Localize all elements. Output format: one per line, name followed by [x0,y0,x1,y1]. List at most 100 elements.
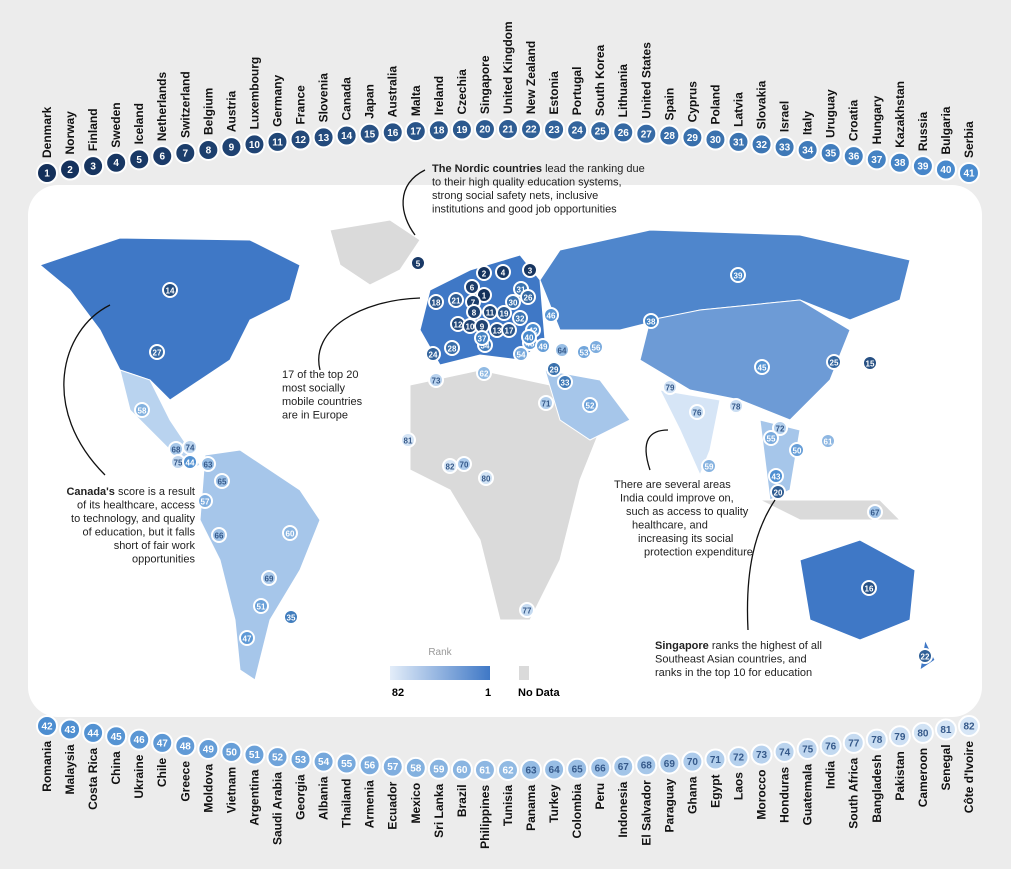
rank-badge [220,740,243,763]
annotation-bold: Canada's [66,486,114,498]
rank-number: 60 [286,530,295,539]
arrow [402,169,426,236]
rank-number: 59 [705,463,714,472]
rank-number: 71 [542,400,551,409]
rank-number: 39 [734,272,743,281]
country-name: Luxembourg [247,57,261,130]
rank-number: 42 [41,722,53,733]
country-name: Egypt [708,774,722,807]
country-name: Romania [40,741,54,792]
rank-badge [358,754,381,777]
rank-number: 18 [432,299,441,308]
rank-badge [312,126,335,149]
rank-badge [643,313,659,329]
rank-number: 33 [779,143,791,154]
rank-badge [82,155,105,178]
rank-number: 1 [482,292,487,301]
rank-number: 3 [528,267,533,276]
annotation-line: There are several areas [614,479,731,491]
rank-number: 45 [111,732,123,743]
country-name: Georgia [294,774,308,820]
legend-high: 1 [485,687,491,699]
country-name: Kazakhstan [893,81,907,148]
country-name: Austria [224,90,238,132]
rank-badge [473,118,496,141]
rank-number: 65 [218,478,227,487]
annotation-line: India could improve on, [620,493,734,505]
rank-number: 51 [249,750,261,761]
rank-number: 70 [687,757,699,768]
africa [409,369,601,621]
annotation-text: 17 of the top 20 [282,369,358,381]
rank-number: 64 [549,765,561,776]
rank-number: 25 [595,127,607,138]
arrow [63,304,111,476]
rank-number: 28 [664,131,676,142]
rank-number: 12 [295,135,307,146]
rank-badge [538,395,554,411]
rank-badge [934,718,957,741]
rank-number: 29 [687,133,699,144]
rank-number: 16 [387,128,399,139]
rank-badge [476,287,492,303]
country-name: Morocco [755,770,769,820]
rank-number: 9 [480,323,485,332]
rank-number: 22 [921,653,930,662]
arrow [318,297,421,371]
annotation-line: increasing its social [638,533,733,545]
rank-number: 50 [793,447,802,456]
country-name: Sweden [109,102,123,147]
annotation-line: short of fair work [114,540,196,552]
rank-badge [505,294,521,310]
rank-number: 47 [243,635,252,644]
rank-badge [456,456,472,472]
rank-number: 61 [479,765,491,776]
rank-number: 35 [825,149,837,160]
country-name: United States [639,42,653,119]
rank-badge [105,151,128,174]
rank-badge [689,404,705,420]
rank-number: 62 [502,766,514,777]
rank-number: 76 [693,409,702,418]
rank-number: 77 [848,738,860,749]
country-name: Portugal [570,67,584,116]
rank-badge [261,570,277,586]
rank-number: 27 [641,129,653,140]
rank-number: 19 [500,310,509,319]
rank-badge [589,756,612,779]
rank-number: 36 [848,152,860,163]
rank-badge [128,728,151,751]
rank-badge [520,758,543,781]
rank-badge [200,456,216,472]
rank-number: 73 [756,750,768,761]
rank-number: 66 [595,763,607,774]
rank-number: 58 [138,407,147,416]
country-name: Denmark [40,106,54,158]
country-name: Bulgaria [939,106,953,154]
rank-number: 44 [88,728,100,739]
legend-nodata: No Data [518,687,560,699]
annotation-text: most socially [282,383,345,395]
rank-number: 32 [756,140,768,151]
country-name: Turkey [547,784,561,823]
rank-number: 4 [501,269,506,278]
rank-badge [464,279,480,295]
country-name: Germany [271,75,285,127]
rank-badge [476,265,492,281]
rank-number: 56 [592,344,601,353]
annotation-bold: Singapore [655,640,709,652]
rank-badge [134,402,150,418]
rank-badge [727,746,750,769]
rank-badge [796,737,819,760]
rank-number: 23 [549,125,561,136]
annotation-line: are in Europe [282,410,348,422]
rank-badge [658,124,681,147]
rank-badge [174,734,197,757]
country-name: India [824,761,838,789]
rank-number: 7 [183,149,189,160]
rank-number: 70 [460,461,469,470]
rank-number: 21 [452,297,461,306]
rank-number: 53 [295,755,307,766]
rank-number: 34 [481,342,490,351]
